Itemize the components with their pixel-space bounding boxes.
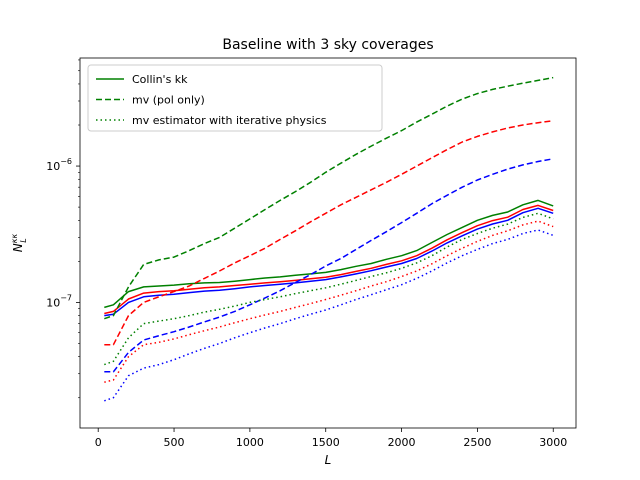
x-tick-label: 0 (95, 436, 102, 449)
y-axis-label: NκκL (10, 234, 28, 253)
series-line-4 (104, 76, 554, 320)
series-line-6 (104, 158, 554, 373)
series-line-7 (104, 212, 554, 366)
axes-frame (79, 57, 577, 429)
x-tick-label: 3000 (539, 436, 567, 449)
series-line-3 (104, 207, 554, 317)
axes: 0 500 1000 1500 2000 2500 3000 10−7 10−6 L NκκL (10, 57, 577, 467)
series-line-5 (104, 119, 554, 346)
legend-box (87, 64, 383, 132)
x-tick-label: 2500 (463, 436, 491, 449)
plot-area (104, 76, 554, 402)
chart-title: Baseline with 3 sky coverages (222, 37, 433, 53)
series-line-1 (104, 199, 554, 309)
y-tick-label: 10−6 (46, 157, 72, 173)
series-line-9 (104, 229, 554, 402)
legend-label-3: mv estimator with iterative physics (132, 114, 327, 127)
x-tick-label: 2000 (388, 436, 416, 449)
y-tick-label: 10−7 (46, 293, 72, 309)
x-tick-label: 1000 (236, 436, 264, 449)
x-tick-label: 500 (164, 436, 185, 449)
x-axis-label: L (325, 453, 332, 467)
series-line-8 (104, 220, 554, 383)
legend-label-1: Collin's kk (132, 73, 188, 86)
legend-label-2: mv (pol only) (132, 94, 205, 107)
x-tick-label: 1500 (312, 436, 340, 449)
legend: Collin's kk mv (pol only) mv estimator wit… (87, 64, 383, 132)
series-line-2 (104, 204, 554, 315)
